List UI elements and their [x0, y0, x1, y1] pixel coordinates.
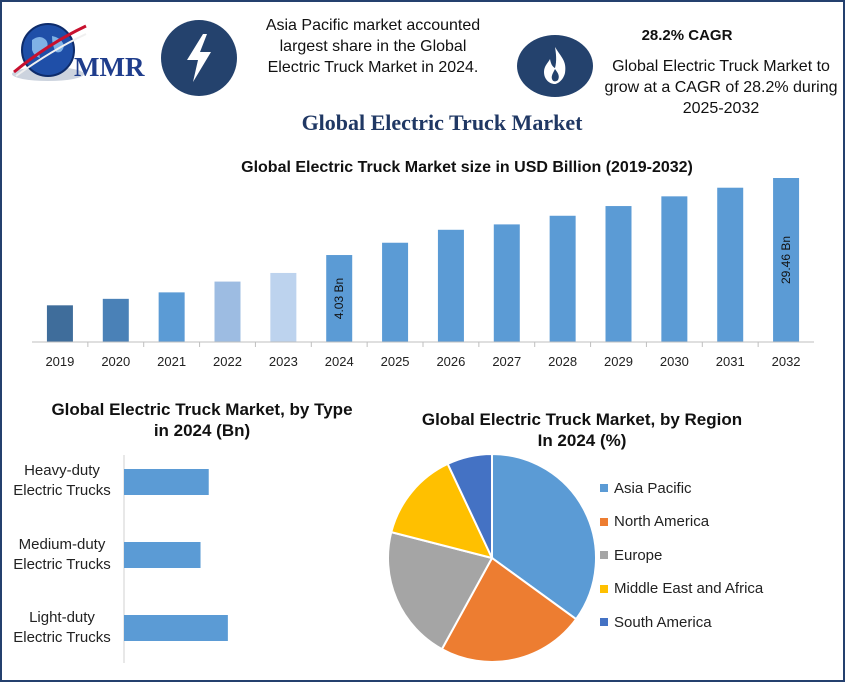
bar-2029	[605, 206, 632, 342]
type-bar-2	[124, 615, 228, 641]
type-label-medium-line-1: Medium-duty	[18, 536, 106, 553]
legend-swatch	[600, 584, 608, 593]
bar-2023	[270, 272, 297, 342]
right-info-line-3: 2025-2032	[682, 100, 760, 117]
bar-2024	[326, 255, 353, 342]
logo: MMR	[8, 16, 158, 86]
bar-2031	[717, 187, 744, 342]
left-info: Asia Pacific market accounted largest sh…	[242, 15, 504, 78]
bar-2026	[437, 229, 464, 342]
type-label-heavy: Heavy-duty Electric Trucks	[4, 461, 120, 501]
region-legend: Asia Pacific North America Europe Middle Ea…	[600, 478, 840, 646]
x-tick-label-2027: 2027	[492, 354, 521, 369]
legend-item: Europe	[600, 545, 840, 565]
data-label-2032: 29.46 Bn	[779, 236, 793, 284]
legend-label: South America	[614, 613, 712, 631]
bar-2021	[158, 292, 185, 342]
x-tick-label-2029: 2029	[604, 354, 633, 369]
lightning-bolt-icon	[187, 34, 211, 82]
right-info-line-2: grow at a CAGR of 28.2% during	[604, 79, 838, 96]
bar-2027	[493, 224, 520, 342]
type-label-heavy-line-2: Electric Trucks	[13, 482, 111, 499]
legend-label: North America	[614, 513, 710, 530]
pie-slice-asia-pacific	[491, 452, 597, 621]
pie-slice-middle-east-and-africa	[390, 462, 494, 560]
type-label-light-line-1: Light-duty	[29, 609, 95, 626]
type-label-medium: Medium-duty Electric Trucks	[4, 535, 120, 575]
legend-swatch	[600, 517, 608, 526]
type-bar-0	[124, 469, 209, 495]
region-chart-title-line-2: In 2024 (%)	[537, 431, 627, 450]
type-chart-title-line-1: Global Electric Truck Market, by Type	[51, 400, 353, 419]
x-tick-label-2031: 2031	[716, 354, 745, 369]
region-chart-title: Global Electric Truck Market, by Region …	[397, 409, 767, 451]
bar-2032	[773, 178, 800, 342]
left-info-line-3: Electric Truck Market in 2024.	[267, 59, 479, 76]
globe-icon	[12, 23, 87, 81]
bar-2019	[46, 305, 73, 342]
x-tick-label-2030: 2030	[660, 354, 689, 369]
data-label-2024: 4.03 Bn	[332, 278, 346, 319]
type-bar-chart	[123, 455, 228, 663]
bar-2025	[382, 242, 409, 342]
right-info-line-1: Global Electric Truck Market to	[612, 58, 830, 75]
region-pie-chart	[387, 452, 597, 663]
flame-badge	[517, 35, 593, 97]
market-size-chart-title: Global Electric Truck Market size in USD…	[241, 159, 693, 176]
x-tick-label-2024: 2024	[325, 354, 354, 369]
x-tick-label-2022: 2022	[213, 354, 242, 369]
left-info-line-1: Asia Pacific market accounted	[265, 17, 481, 34]
type-label-heavy-line-1: Heavy-duty	[24, 462, 100, 479]
type-bar-1	[124, 542, 201, 568]
type-label-medium-line-2: Electric Trucks	[13, 556, 111, 573]
legend-label: Europe	[614, 546, 663, 564]
pie-slice-north-america	[440, 556, 578, 663]
legend-swatch	[600, 484, 608, 492]
bar-2030	[661, 196, 688, 342]
x-tick-label-2028: 2028	[548, 354, 577, 369]
type-chart-title-line-2: in 2024 (Bn)	[153, 421, 251, 440]
type-label-light-line-2: Electric Trucks	[13, 629, 111, 646]
x-tick-label-2021: 2021	[157, 354, 186, 369]
x-tick-label-2025: 2025	[381, 354, 410, 369]
logo-text: MMR	[74, 52, 145, 82]
main-title: Global Electric Truck Market	[301, 110, 583, 135]
legend-item: Middle East and Africa	[600, 579, 840, 599]
x-tick-label-2032: 2032	[772, 354, 801, 369]
legend-item: Asia Pacific	[600, 478, 840, 498]
x-tick-label-2023: 2023	[269, 354, 298, 369]
legend-swatch	[600, 618, 608, 626]
left-info-line-2: largest share in the Global	[279, 38, 467, 55]
bar-2020	[102, 298, 129, 342]
cagr-title: 28.2% CAGR	[641, 27, 733, 44]
legend-item: North America	[600, 512, 840, 532]
flame-icon	[544, 47, 566, 84]
region-chart-title-line-1: Global Electric Truck Market, by Region	[421, 410, 743, 429]
market-size-bar-chart: 2019 2020 2021 2022 2023 2024 2025 2026 2027 2028…	[32, 178, 814, 369]
x-tick-label-2020: 2020	[101, 354, 130, 369]
legend-swatch	[600, 551, 608, 559]
legend-item: South America	[600, 612, 840, 632]
x-tick-label-2019: 2019	[45, 354, 74, 369]
type-label-light: Light-duty Electric Trucks	[4, 608, 120, 648]
legend-label: Asia Pacific	[614, 479, 692, 497]
lightning-badge	[161, 20, 237, 96]
x-tick-label-2026: 2026	[436, 354, 465, 369]
bar-2022	[214, 281, 241, 342]
right-info: Global Electric Truck Market to grow at …	[596, 56, 843, 119]
bar-2028	[549, 215, 576, 342]
pie-slice-europe	[387, 530, 494, 651]
legend-label: Middle East and Africa	[614, 580, 764, 597]
pie-slice-south-america	[446, 452, 493, 559]
type-chart-title: Global Electric Truck Market, by Type in…	[22, 399, 382, 441]
